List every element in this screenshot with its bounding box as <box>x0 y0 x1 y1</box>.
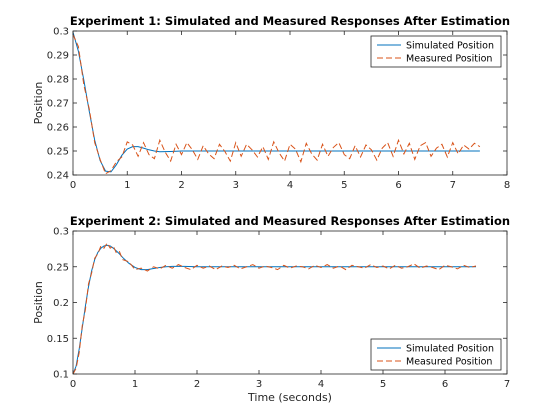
chart-1-legend-box <box>370 35 502 68</box>
chart-1-y-tick-label: 0.26 <box>47 123 69 134</box>
chart-1-x-tick-label: 1 <box>124 180 130 191</box>
chart-2-x-tick-label: 6 <box>442 379 448 390</box>
chart-1-x-tick-label: 3 <box>233 180 239 191</box>
chart-1-x-tick-label: 4 <box>287 180 293 191</box>
chart-1-x-tick-label: 2 <box>178 180 184 191</box>
chart-2-x-axis-label: Time (seconds) <box>247 391 332 404</box>
chart-2-legend-label: Measured Position <box>406 357 492 368</box>
chart-1-y-axis-label: Position <box>32 82 45 125</box>
chart-1-legend-label: Measured Position <box>406 54 492 65</box>
chart-1-y-tick-label: 0.24 <box>47 171 69 182</box>
chart-1-y-tick-label: 0.27 <box>47 99 69 110</box>
chart-1-title: Experiment 1: Simulated and Measured Res… <box>70 14 510 28</box>
chart-1-y-tick-label: 0.25 <box>47 147 69 158</box>
chart-2-legend: Simulated Position Measured Position <box>370 338 502 371</box>
chart-2-y-tick-label: 0.1 <box>53 370 69 381</box>
chart-1-x-tick-label: 0 <box>70 180 76 191</box>
chart-1-legend-label: Simulated Position <box>406 41 494 52</box>
chart-1: 0 1 2 3 4 5 6 7 8 0.24 0.25 0.26 0.27 0.28 0.29 0.3Expe… <box>32 14 510 191</box>
chart-2-y-tick-label: 0.25 <box>47 262 69 273</box>
chart-1-y-tick-label: 0.28 <box>47 75 69 86</box>
chart-2-title: Experiment 2: Simulated and Measured Res… <box>70 214 510 228</box>
chart-1-y-tick-label: 0.29 <box>47 51 69 62</box>
chart-2-legend-label: Simulated Position <box>406 344 494 355</box>
chart-1-x-tick-label: 7 <box>450 180 456 191</box>
chart-1-x-tick-label: 6 <box>395 180 401 191</box>
chart-2-x-tick-label: 0 <box>70 379 76 390</box>
chart-2-x-tick-label: 4 <box>318 379 324 390</box>
chart-2-x-tick-label: 7 <box>504 379 510 390</box>
chart-2-y-tick-label: 0.2 <box>53 298 69 309</box>
chart-2-x-tick-label: 3 <box>256 379 262 390</box>
chart-2-series-measured-line <box>73 242 477 375</box>
chart-2-x-tick-label: 2 <box>194 379 200 390</box>
chart-2-x-tick-label: 5 <box>380 379 386 390</box>
chart-1-x-tick-label: 5 <box>341 180 347 191</box>
chart-1-x-tick-label: 8 <box>504 180 510 191</box>
chart-2-y-tick-label: 0.3 <box>53 227 69 238</box>
chart-2-x-tick-label: 1 <box>132 379 138 390</box>
chart-1-series-simulated-line <box>73 32 480 173</box>
chart-2-y-tick-label: 0.15 <box>47 334 69 345</box>
chart-1-legend: Simulated Position Measured Position <box>370 35 502 68</box>
chart-2-y-axis-label: Position <box>32 281 45 324</box>
chart-1-y-tick-label: 0.3 <box>53 27 69 38</box>
chart-1-series-measured-line <box>73 34 481 175</box>
chart-2-legend-box <box>370 338 502 371</box>
